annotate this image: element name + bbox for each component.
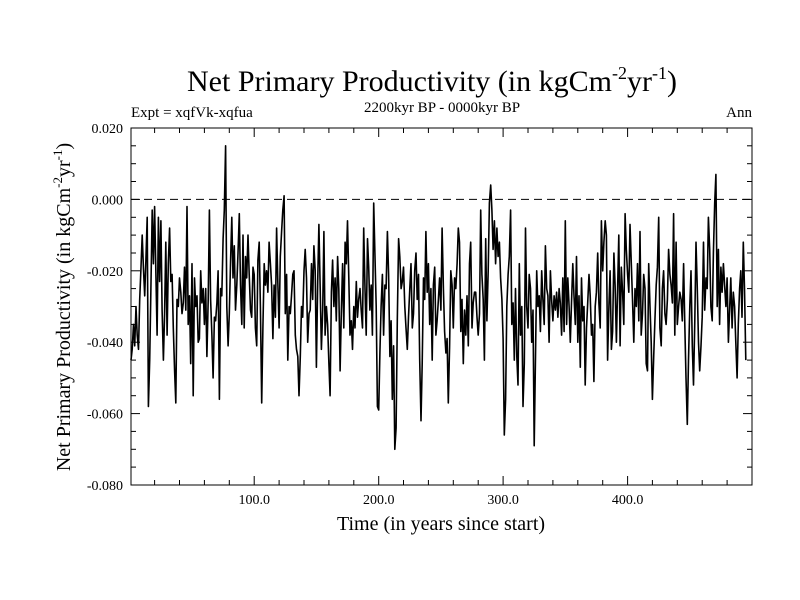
x-tick-label: 300.0 bbox=[487, 493, 519, 508]
series-line bbox=[130, 145, 747, 451]
chart-title: Net Primary Productivity (in kgCm-2yr-1) bbox=[187, 63, 677, 98]
y-tick-label: 0.000 bbox=[92, 193, 124, 208]
x-axis-label: Time (in years since start) bbox=[337, 513, 545, 535]
y-tick-label: -0.060 bbox=[87, 408, 123, 423]
tick-labels: 100.0 200.0 300.0 400.0 0.020 0.000 -0.020 -0.0… bbox=[87, 122, 644, 508]
axis-ticks bbox=[131, 127, 752, 486]
plot-frame bbox=[130, 127, 753, 486]
experiment-label: Expt = xqfVk-xqfua bbox=[131, 105, 253, 121]
y-tick-label: 0.020 bbox=[92, 122, 124, 137]
season-label: Ann bbox=[726, 105, 752, 121]
y-tick-label: -0.080 bbox=[87, 479, 123, 494]
x-tick-label: 400.0 bbox=[612, 493, 644, 508]
y-tick-label: -0.040 bbox=[87, 336, 123, 351]
series-layer bbox=[130, 145, 747, 451]
x-tick-label: 100.0 bbox=[238, 493, 270, 508]
period-label: 2200kyr BP - 0000kyr BP bbox=[364, 100, 520, 116]
y-axis-label: Net Primary Productivity (in kgCm-2yr-1) bbox=[50, 143, 75, 471]
x-tick-label: 200.0 bbox=[363, 493, 395, 508]
y-tick-label: -0.020 bbox=[87, 265, 123, 280]
